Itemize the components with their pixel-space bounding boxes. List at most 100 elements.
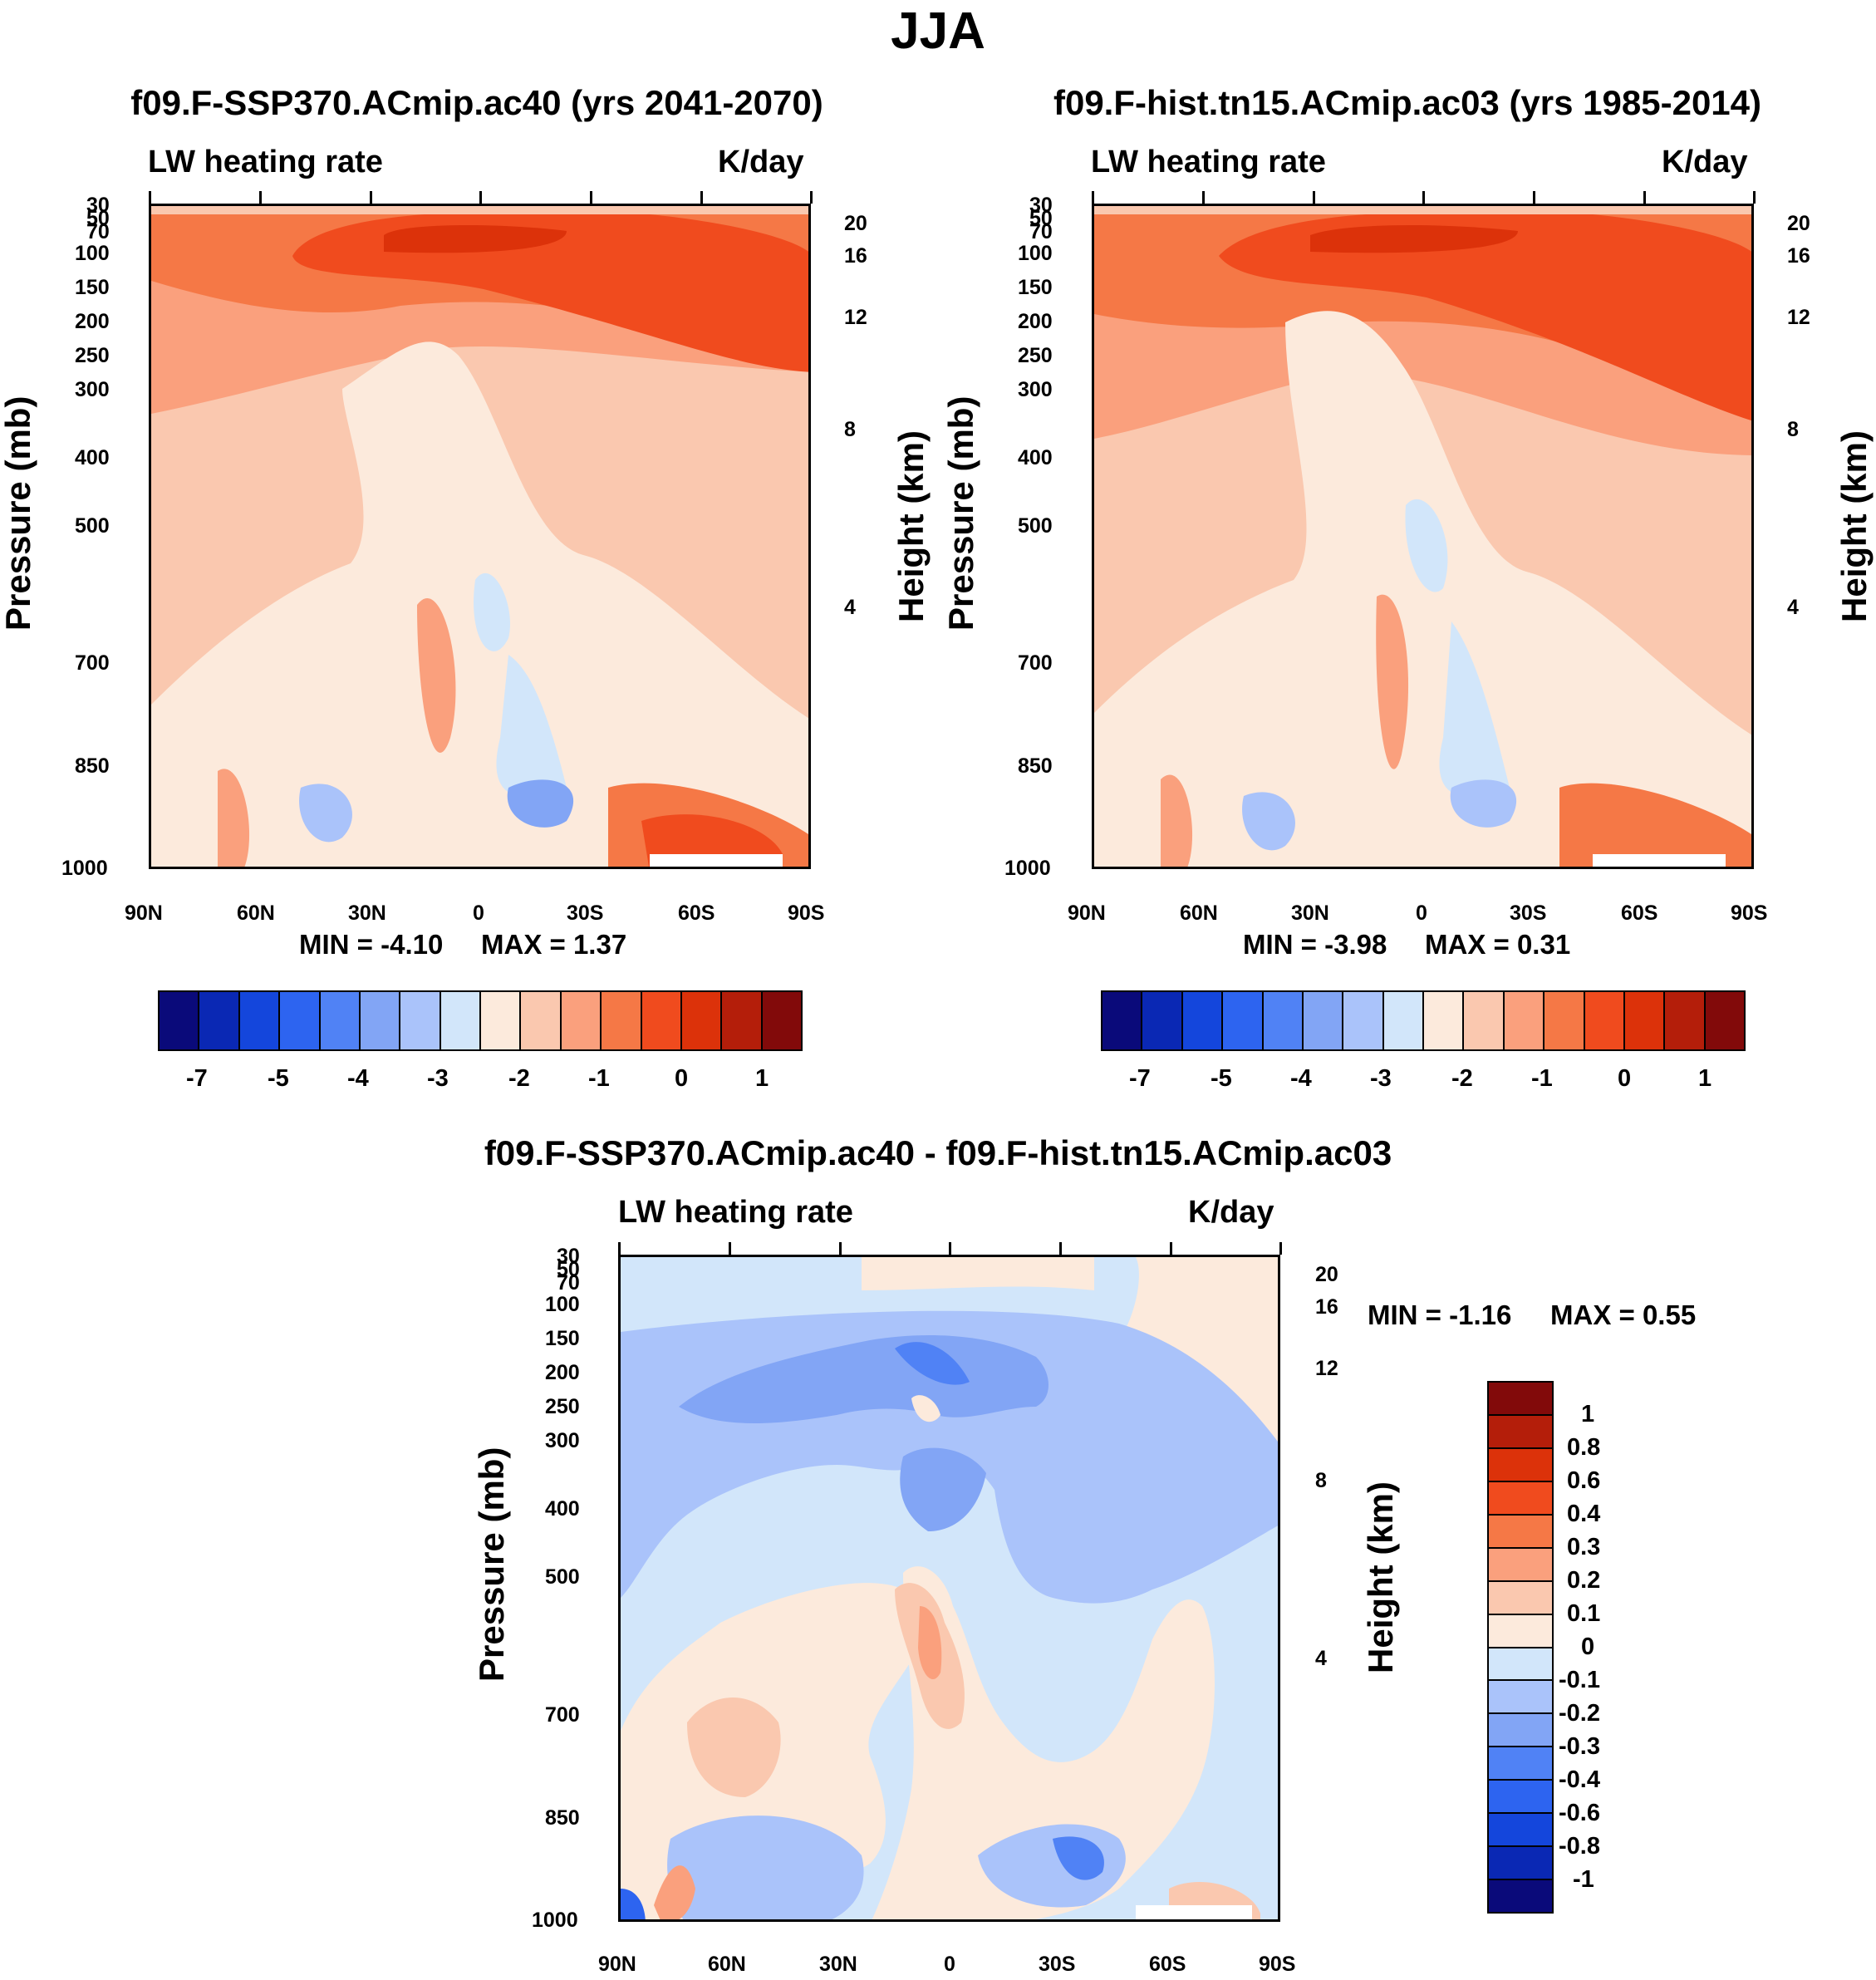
p2-cbar-swatch bbox=[1665, 992, 1706, 1049]
p2-ytick: 150 bbox=[1018, 276, 1053, 299]
p2-fill-top bbox=[1094, 206, 1751, 214]
p1-cbar-label: -7 bbox=[186, 1065, 208, 1092]
p1-cbar-swatch bbox=[239, 992, 281, 1049]
p3-ytick: 850 bbox=[545, 1806, 580, 1830]
p2-cbar-swatch bbox=[1584, 992, 1625, 1049]
p3-cbar-label: 0.1 bbox=[1567, 1600, 1601, 1627]
p1-ytick: 200 bbox=[75, 310, 110, 333]
p2-ytick-right: 20 bbox=[1787, 212, 1810, 235]
p3-ytick: 1000 bbox=[532, 1909, 578, 1932]
p3-xtick: 60S bbox=[1149, 1953, 1186, 1976]
p3-fill-blue5 bbox=[667, 1815, 864, 1919]
p2-tick bbox=[1202, 191, 1205, 204]
p3-cbar-label: 0.8 bbox=[1567, 1434, 1601, 1461]
p3-xtick: 30N bbox=[819, 1953, 857, 1976]
p3-cbar-label: -0.1 bbox=[1559, 1667, 1600, 1693]
p2-min: MIN = -3.98 bbox=[1243, 929, 1387, 960]
p2-fill-blue3 bbox=[1450, 779, 1517, 828]
p3-cbar-label: 0.4 bbox=[1567, 1501, 1601, 1527]
p1-ytick-right: 20 bbox=[844, 212, 867, 235]
p3-cbar-swatch bbox=[1489, 1648, 1552, 1682]
p2-ytick: 400 bbox=[1018, 446, 1053, 469]
p2-xtick: 30S bbox=[1510, 902, 1547, 925]
p2-ytick: 200 bbox=[1018, 310, 1053, 333]
p3-ytick: 400 bbox=[545, 1497, 580, 1521]
p2-ylabel-right: Height (km) bbox=[1834, 430, 1874, 622]
p2-ytick: 300 bbox=[1018, 378, 1053, 401]
p2-fill-max bbox=[1219, 210, 1751, 421]
p3-fill-orangehole bbox=[911, 1395, 940, 1422]
p3-tick bbox=[1170, 1242, 1172, 1255]
p1-ylabel-right: Height (km) bbox=[891, 430, 931, 622]
p1-cbar-swatch bbox=[521, 992, 562, 1049]
p3-fill-blue8 bbox=[621, 1889, 646, 1919]
p2-tick bbox=[1092, 191, 1094, 204]
panel-2-right-label: K/day bbox=[1662, 145, 1748, 179]
p1-ylabel: Pressure (mb) bbox=[0, 396, 37, 631]
p3-cbar-label: 0.3 bbox=[1567, 1534, 1601, 1560]
p2-tick bbox=[1422, 191, 1425, 204]
p3-cbar-swatch bbox=[1489, 1614, 1552, 1648]
p2-ytick: 250 bbox=[1018, 344, 1053, 367]
panel-1-right-label: K/day bbox=[718, 145, 804, 179]
p3-cbar-swatch bbox=[1489, 1747, 1552, 1781]
p3-colorbar bbox=[1487, 1381, 1554, 1914]
p3-ytick: 50 bbox=[557, 1258, 580, 1281]
p2-tick bbox=[1313, 191, 1315, 204]
p2-cbar-label: 1 bbox=[1698, 1065, 1712, 1092]
p2-cbar-label: -3 bbox=[1370, 1065, 1392, 1092]
p1-fill-blue4 bbox=[299, 784, 352, 843]
p2-cbar-label: -2 bbox=[1451, 1065, 1473, 1092]
p1-cbar-swatch bbox=[280, 992, 321, 1049]
panel-1-title: f09.F-SSP370.ACmip.ac40 (yrs 2041-2070) bbox=[130, 83, 823, 122]
p3-cbar-swatch bbox=[1489, 1448, 1552, 1482]
p3-cbar-swatch bbox=[1489, 1481, 1552, 1516]
p1-ytick-right: 4 bbox=[844, 596, 856, 619]
p1-cbar-label: -2 bbox=[508, 1065, 530, 1092]
p3-fill-mask bbox=[1136, 1905, 1252, 1919]
p2-cbar-swatch bbox=[1504, 992, 1545, 1049]
p3-cbar-label: -0.3 bbox=[1559, 1733, 1600, 1760]
p1-cbar-swatch bbox=[681, 992, 723, 1049]
p3-ytick-right: 16 bbox=[1315, 1295, 1338, 1319]
p3-fill-blue2 bbox=[679, 1335, 1048, 1423]
p3-fill-orange4 bbox=[918, 1606, 942, 1680]
p2-ytick-right: 16 bbox=[1787, 244, 1810, 268]
p2-cbar-swatch bbox=[1303, 992, 1344, 1049]
p3-cbar-label: -0.4 bbox=[1559, 1766, 1600, 1793]
p2-tick bbox=[1643, 191, 1646, 204]
p1-fill-top bbox=[151, 206, 808, 214]
p1-ytick: 1000 bbox=[61, 857, 108, 880]
p1-cbar-swatch bbox=[199, 992, 240, 1049]
p2-colorbar bbox=[1101, 990, 1746, 1051]
p1-ytick: 400 bbox=[75, 446, 110, 469]
p1-colorbar bbox=[158, 990, 803, 1051]
p3-cbar-swatch bbox=[1489, 1681, 1552, 1715]
p3-ytick: 500 bbox=[545, 1565, 580, 1589]
p2-fill-peak bbox=[1310, 225, 1518, 253]
p1-tick bbox=[370, 191, 372, 204]
p3-cbar-label: 1 bbox=[1581, 1401, 1595, 1427]
p1-cbar-swatch bbox=[481, 992, 522, 1049]
p1-cbar-swatch bbox=[641, 992, 682, 1049]
p3-fill-orange5 bbox=[654, 1865, 695, 1919]
p1-ytick: 30 bbox=[86, 194, 110, 217]
p1-ytick: 500 bbox=[75, 514, 110, 538]
p3-ylabel: Pressure (mb) bbox=[472, 1447, 511, 1682]
p1-cbar-label: -5 bbox=[268, 1065, 289, 1092]
panel-1-left-label: LW heating rate bbox=[148, 145, 383, 179]
p3-cbar-label: -0.6 bbox=[1559, 1800, 1600, 1826]
p3-fill-blue3 bbox=[895, 1342, 970, 1385]
p2-cbar-swatch bbox=[1223, 992, 1264, 1049]
p3-cbar-label: 0.2 bbox=[1567, 1567, 1601, 1594]
p2-xtick: 60S bbox=[1621, 902, 1658, 925]
p3-cbar-swatch bbox=[1489, 1415, 1552, 1449]
p2-xtick: 0 bbox=[1416, 902, 1427, 925]
panel-3-contours bbox=[621, 1257, 1278, 1919]
p3-tick bbox=[729, 1242, 731, 1255]
p1-xtick: 30N bbox=[348, 902, 386, 925]
p2-ytick-right: 12 bbox=[1787, 306, 1810, 329]
p3-xtick: 60N bbox=[708, 1953, 746, 1976]
p3-tick bbox=[1279, 1242, 1282, 1255]
p3-cbar-swatch bbox=[1489, 1847, 1552, 1881]
